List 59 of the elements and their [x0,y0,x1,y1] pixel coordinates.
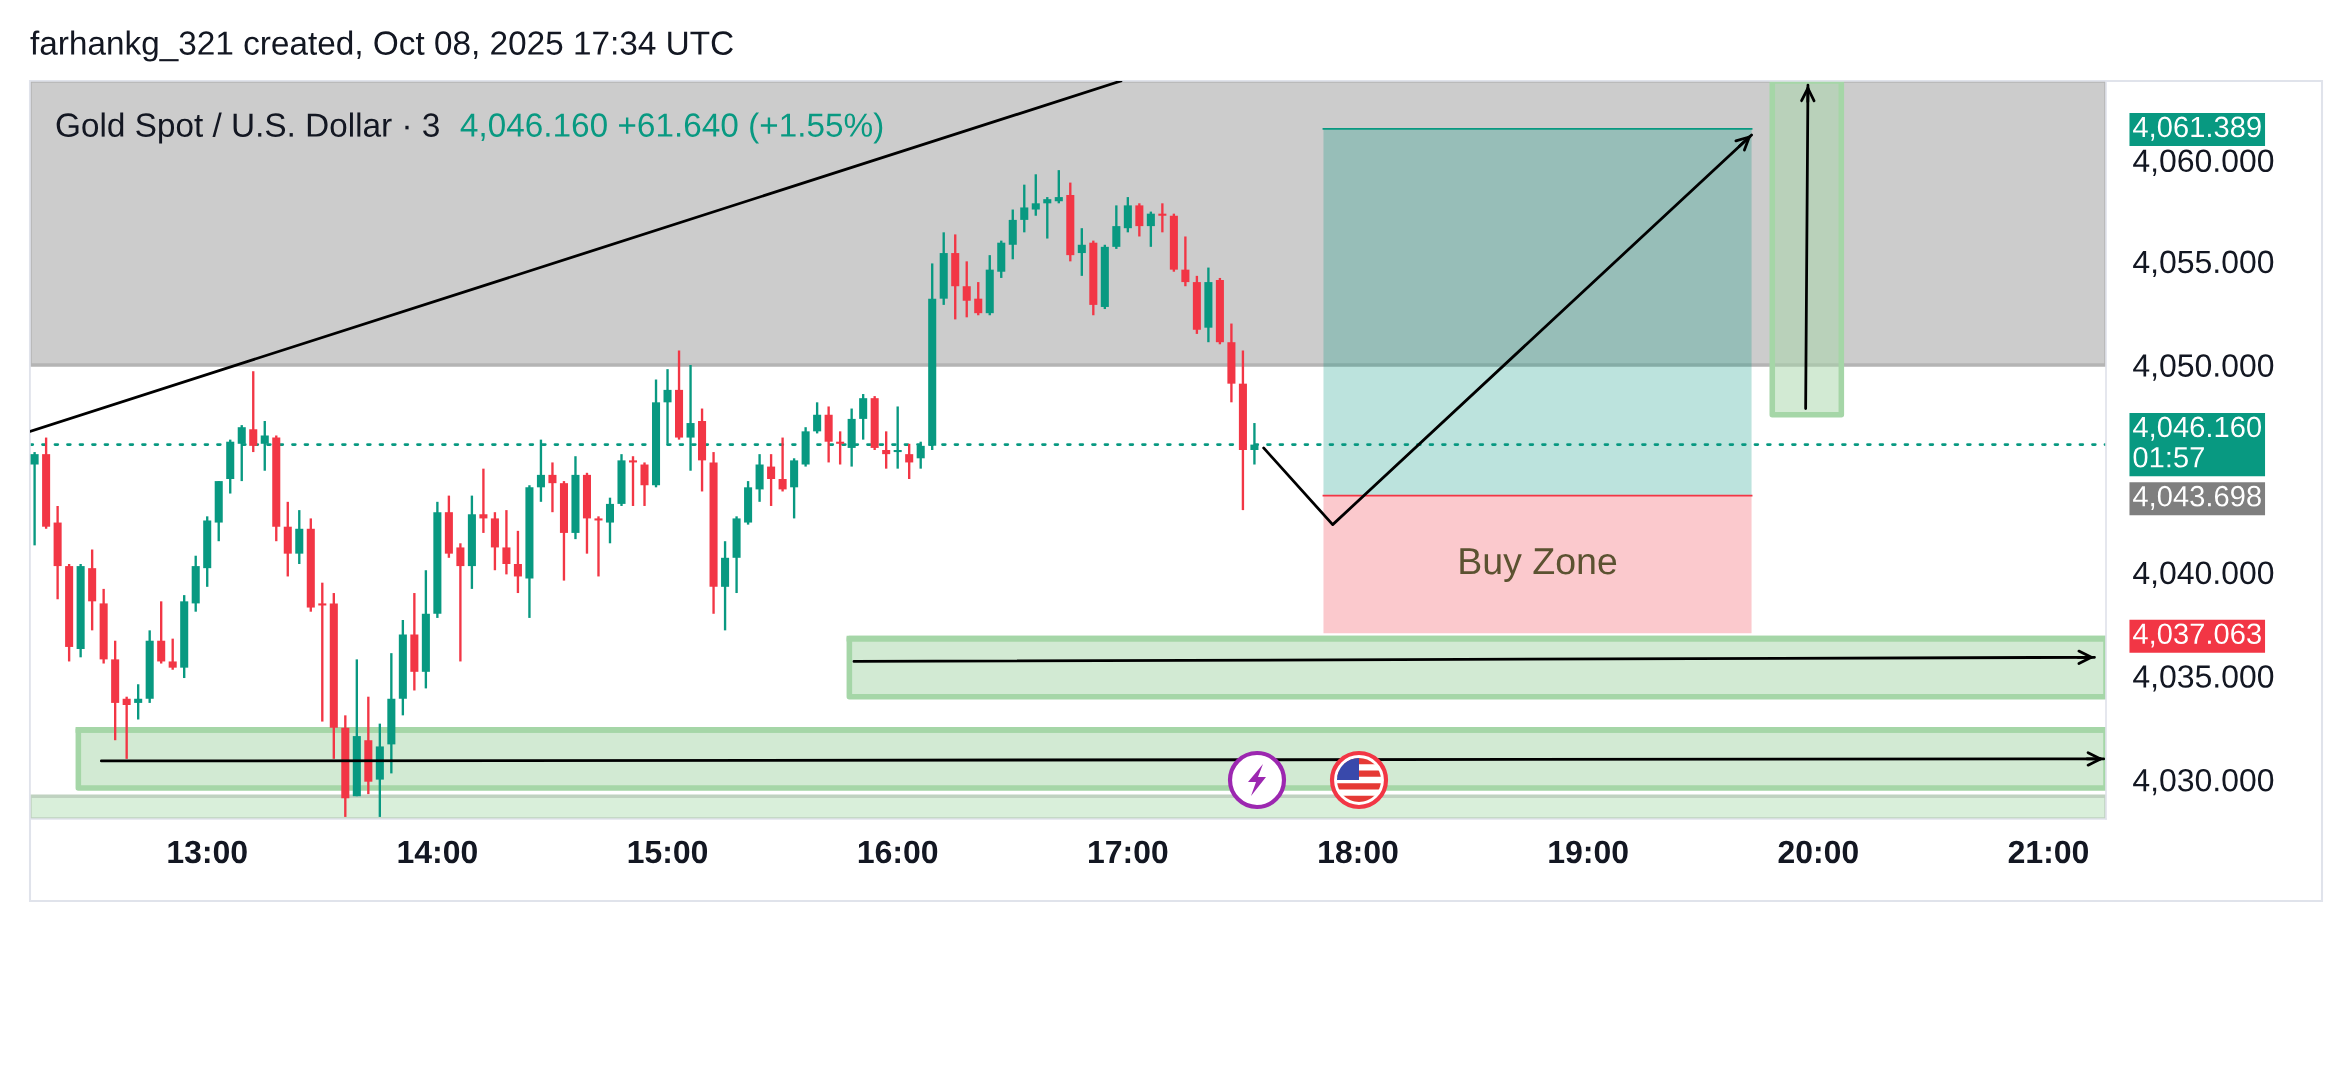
candlestick [1135,202,1144,238]
candlestick [1181,235,1190,288]
candlestick [479,467,488,535]
y-tick-label: 4,037.063 [2133,623,2261,648]
candlestick [1158,202,1167,234]
candlestick [1112,204,1121,251]
candlestick [456,542,465,663]
text: Gold Spot / U.S. Dollar · 3 [56,112,439,144]
candlestick [1146,210,1155,249]
x-tick-label: 14:00 [398,840,477,864]
candlestick [836,430,845,466]
candlestick [502,508,511,576]
candlestick [1043,195,1052,240]
x-tick-label: 20:00 [1778,840,1858,864]
candlestick [122,695,131,761]
candlestick [962,260,971,319]
candlestick [134,683,143,721]
candlestick [882,430,891,470]
candlestick [1123,195,1132,234]
ref-line-label: 4,046.160 01:57 [2133,416,2261,468]
candlestick [813,401,822,435]
candlestick [1077,227,1086,278]
candlestick [640,461,649,508]
x-tick-label: 13:00 [168,840,247,864]
candlestick [318,581,327,723]
y-tick-label: 4,035.000 [2133,665,2274,692]
x-tick-label: 21:00 [2008,840,2089,864]
candlestick [513,529,522,595]
candlestick [157,600,166,665]
candlestick [594,515,603,578]
candlestick [249,370,258,454]
candlestick [628,455,638,508]
y-tick-label: 4,030.000 [2133,768,2274,796]
annotation: 4,046.160 +61.640 (+1.55%) [460,112,883,144]
candlestick [548,461,557,514]
candlestick [859,392,868,441]
candlestick [605,496,615,545]
candlestick [168,637,177,671]
series-label: Buy Zone [1460,548,1617,582]
candlestick [30,450,39,547]
candlestick [974,280,983,317]
x-tick-label: 19:00 [1549,840,1628,864]
x-tick-label: 16:00 [858,840,938,864]
candlestick [778,436,787,493]
y-tick-label: 4,060.000 [2133,149,2274,176]
x-tick-label: 15:00 [628,840,708,864]
y-tick-label: 4,043.698 [2133,485,2261,510]
y-tick-label: 4,050.000 [2133,354,2274,381]
y-tick-label: 4,040.000 [2133,561,2274,588]
chart-title: farhankg_321 created, Oct 08, 2025 17:34 UTC [30,30,733,62]
candlestick [1020,183,1029,234]
y-tick-label: 4,055.000 [2133,250,2274,278]
y-tick-label: 4,061.389 [2133,116,2261,141]
x-tick-label: 18:00 [1319,840,1398,864]
candlestick [905,442,914,481]
candlestick [1031,173,1040,217]
x-tick-label: 17:00 [1089,840,1168,864]
candlestick [767,452,776,508]
candlestick [1054,168,1063,205]
